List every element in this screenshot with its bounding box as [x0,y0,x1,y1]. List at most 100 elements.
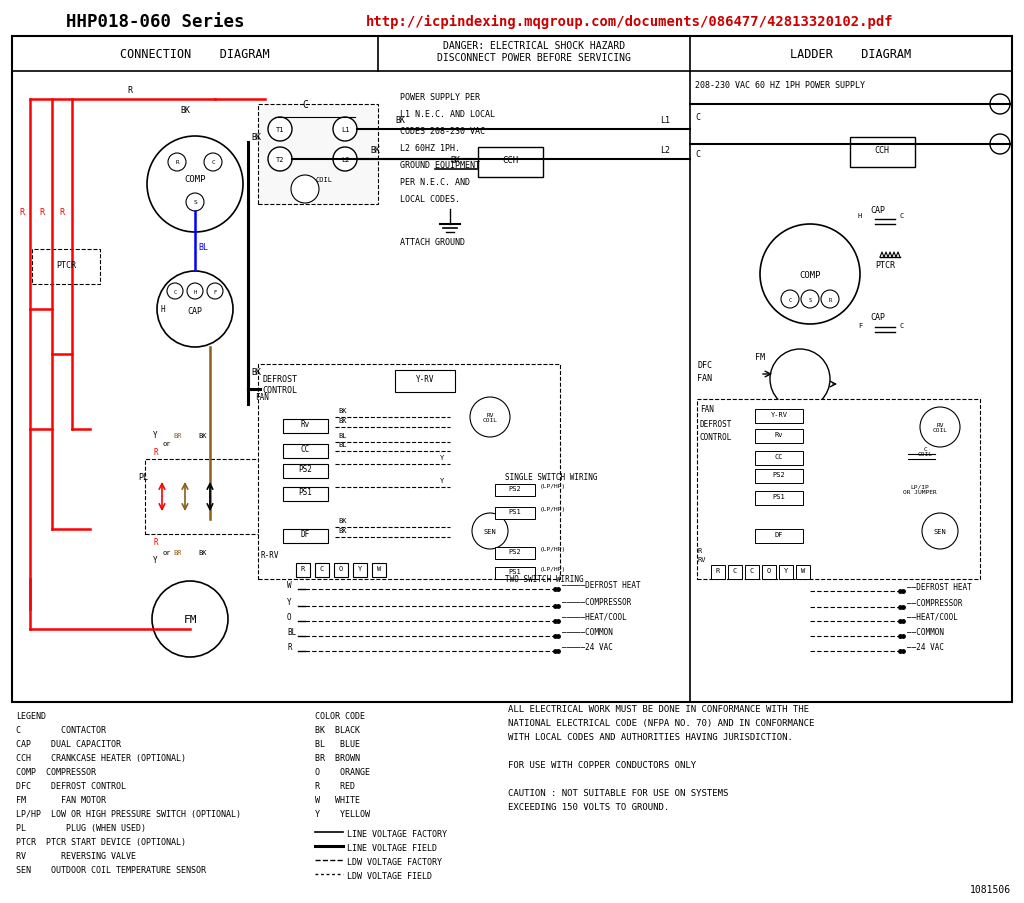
Text: COMP: COMP [184,175,206,184]
Bar [283,529,328,544]
Text: SEN: SEN [934,528,946,535]
Circle shape [152,582,228,657]
Text: DFC: DFC [697,360,712,369]
Text: C: C [695,113,700,122]
Text: T2: T2 [275,157,285,163]
Text: L1 N.E.C. AND LOCAL: L1 N.E.C. AND LOCAL [400,110,495,119]
Bar [755,470,803,483]
Text: FAN: FAN [697,374,712,383]
Text: TWO SWITCH WIRING: TWO SWITCH WIRING [505,574,584,583]
Text: CCH: CCH [502,156,518,165]
Text: Y: Y [153,431,158,440]
Bar [495,507,535,519]
Bar [283,464,328,479]
Text: DEFROST: DEFROST [262,375,297,384]
Circle shape [167,284,183,300]
Text: H: H [194,289,197,294]
Text: BK: BK [370,146,380,154]
Text: ——24 VAC: ——24 VAC [907,642,944,651]
Text: C: C [211,161,215,165]
Text: C: C [788,297,792,303]
Bar [315,563,329,577]
Text: S: S [808,297,812,303]
Text: ——COMMON: ——COMMON [907,628,944,637]
Text: PTCR  PTCR START DEVICE (OPTIONAL): PTCR PTCR START DEVICE (OPTIONAL) [16,837,186,846]
Bar [395,370,455,393]
Text: LOCAL CODES.: LOCAL CODES. [400,195,460,204]
Text: R: R [40,208,44,217]
Text: COMP  COMPRESSOR: COMP COMPRESSOR [16,768,96,777]
Text: Y-RV: Y-RV [416,375,434,384]
Text: —————24 VAC: —————24 VAC [562,642,613,651]
Text: R: R [19,208,25,217]
Text: (LP/HP): (LP/HP) [540,566,566,572]
Circle shape [168,154,186,172]
Text: R: R [59,208,65,217]
Text: BK: BK [338,417,346,424]
Text: O    ORANGE: O ORANGE [315,768,370,777]
Text: Y    YELLOW: Y YELLOW [315,809,370,818]
Circle shape [187,284,203,300]
Bar [755,491,803,506]
Text: GROUND EQUIPMENT: GROUND EQUIPMENT [400,161,480,170]
Text: C: C [173,289,176,294]
Text: FAN: FAN [700,405,714,414]
Text: PS2: PS2 [298,464,312,473]
Text: FM: FM [755,352,765,361]
Text: BL: BL [198,243,208,252]
Text: O: O [767,567,771,573]
Text: PS1: PS1 [298,488,312,497]
Text: BK  BLACK: BK BLACK [315,725,360,734]
Text: T1: T1 [275,126,285,133]
Text: LINE VOLTAGE FIELD: LINE VOLTAGE FIELD [347,843,437,852]
Text: SINGLE SWITCH WIRING: SINGLE SWITCH WIRING [505,472,597,481]
Text: DEFROST: DEFROST [700,420,732,429]
Circle shape [801,291,819,309]
Text: CONTROL: CONTROL [262,386,297,395]
Text: Y: Y [287,598,292,606]
Text: —————HEAT/COOL: —————HEAT/COOL [562,612,627,621]
Bar [728,565,742,580]
Text: LP/IP
OR JUMPER: LP/IP OR JUMPER [903,484,937,495]
Text: DANGER: ELECTRICAL SHOCK HAZARD
DISCONNECT POWER BEFORE SERVICING: DANGER: ELECTRICAL SHOCK HAZARD DISCONNE… [437,42,631,62]
Text: or: or [162,549,171,555]
Circle shape [333,148,357,172]
Text: CAP    DUAL CAPACITOR: CAP DUAL CAPACITOR [16,740,121,749]
Text: CONNECTION    DIAGRAM: CONNECTION DIAGRAM [120,48,269,61]
Text: R: R [128,86,132,95]
Bar [258,365,560,580]
Text: W: W [287,581,292,590]
Text: ATTACH GROUND: ATTACH GROUND [400,237,465,247]
Text: BL: BL [338,433,346,439]
Circle shape [291,176,319,204]
Text: CCH    CRANKCASE HEATER (OPTIONAL): CCH CRANKCASE HEATER (OPTIONAL) [16,753,186,762]
Text: —————DEFROST HEAT: —————DEFROST HEAT [562,581,641,590]
Text: R: R [153,448,158,457]
Text: DF: DF [300,529,309,538]
Text: PS1: PS1 [773,493,785,499]
Text: SEN    OUTDOOR COIL TEMPERATURE SENSOR: SEN OUTDOOR COIL TEMPERATURE SENSOR [16,865,206,874]
Bar [755,452,803,465]
Text: (LP/HP): (LP/HP) [540,483,566,489]
Circle shape [268,118,292,142]
Circle shape [920,407,961,448]
Text: R: R [716,567,720,573]
Circle shape [990,95,1010,115]
Text: R: R [287,642,292,651]
Text: CC: CC [300,444,309,453]
Text: CCH: CCH [874,146,890,154]
Text: CAUTION : NOT SUITABLE FOR USE ON SYSTEMS: CAUTION : NOT SUITABLE FOR USE ON SYSTEM… [508,788,728,797]
Bar [779,565,793,580]
Text: BK: BK [450,156,460,165]
Text: C: C [319,565,325,572]
Text: FAN: FAN [255,393,269,402]
Circle shape [186,194,204,212]
Text: http://icpindexing.mqgroup.com/documents/086477/42813320102.pdf: http://icpindexing.mqgroup.com/documents… [367,15,894,29]
Text: BL: BL [287,628,296,637]
Text: BR: BR [173,549,181,555]
Text: R: R [153,537,158,546]
Bar [755,410,803,424]
Text: W   WHITE: W WHITE [315,796,360,804]
Bar [697,399,980,580]
Text: C        CONTACTOR: C CONTACTOR [16,725,106,734]
